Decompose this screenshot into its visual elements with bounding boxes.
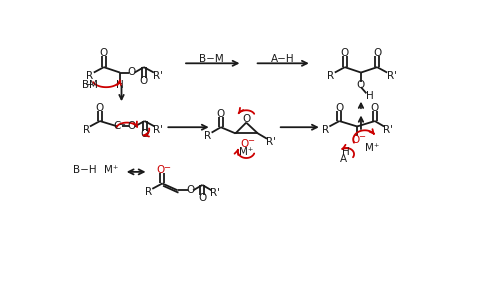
Text: M⁺: M⁺ (104, 165, 118, 175)
Text: O: O (357, 80, 365, 90)
Text: O: O (140, 129, 148, 139)
Text: O: O (240, 139, 249, 149)
Text: M⁺: M⁺ (239, 147, 254, 157)
Text: R: R (322, 125, 329, 135)
Text: H: H (342, 147, 350, 157)
Text: H: H (116, 80, 124, 90)
Text: R: R (145, 187, 152, 197)
Text: A−H: A−H (272, 54, 295, 64)
Text: −: − (358, 132, 365, 141)
Text: O: O (96, 103, 104, 113)
Text: R': R' (383, 125, 393, 135)
Text: O: O (186, 185, 195, 195)
Text: O: O (100, 48, 108, 58)
Text: B: B (82, 80, 89, 90)
Text: R: R (82, 125, 89, 135)
Text: O: O (128, 122, 136, 132)
Text: M⁺: M⁺ (366, 143, 380, 153)
Text: O: O (336, 103, 344, 113)
Text: O: O (373, 48, 382, 58)
Text: O: O (242, 114, 250, 124)
Text: O: O (198, 193, 206, 203)
Text: O: O (216, 109, 225, 119)
Text: −: − (248, 137, 254, 145)
Text: C: C (113, 122, 120, 132)
Text: R': R' (266, 137, 276, 147)
Text: H: H (366, 92, 374, 102)
Text: O: O (128, 67, 136, 77)
Text: A: A (340, 154, 347, 164)
Text: B−H: B−H (74, 165, 97, 175)
Text: O: O (156, 165, 165, 175)
Text: −: − (164, 163, 170, 172)
Text: R: R (86, 71, 94, 81)
Text: R': R' (387, 71, 397, 81)
Text: R': R' (210, 188, 220, 198)
Text: B−M: B−M (199, 54, 224, 64)
Text: R: R (328, 71, 334, 81)
Text: R': R' (154, 125, 164, 135)
Text: M: M (90, 80, 98, 90)
Text: O: O (340, 48, 349, 58)
Text: R': R' (154, 71, 164, 81)
Text: O: O (140, 76, 148, 86)
Text: O: O (370, 103, 379, 113)
Text: R: R (204, 131, 212, 141)
Text: O: O (352, 135, 360, 145)
Text: −: − (85, 80, 94, 90)
Text: −: − (118, 120, 125, 129)
